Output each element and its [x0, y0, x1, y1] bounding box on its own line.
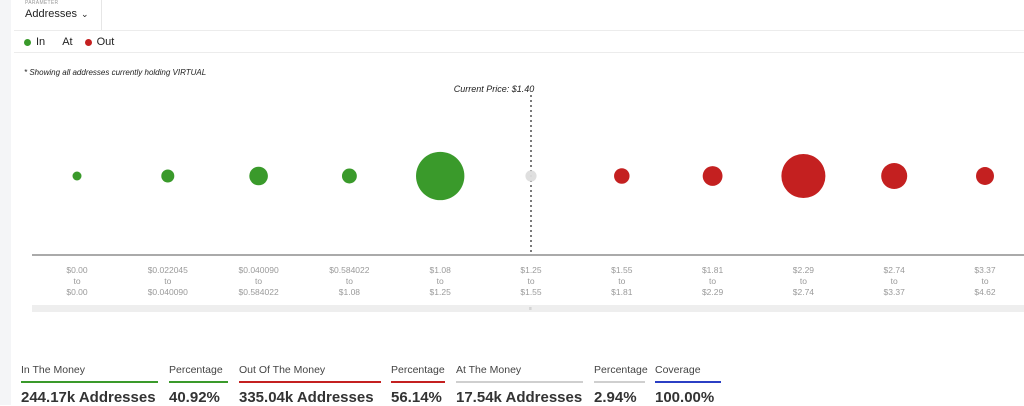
stat-in-the-money: In The Money 244.17k Addresses: [21, 364, 158, 406]
tick-label-to: $0.584022: [239, 287, 279, 297]
parameter-dropdown[interactable]: Addresses ⌄: [25, 8, 89, 20]
bubble-chart: Current Price: $1.40$0.00to$0.00$0.02204…: [32, 84, 1024, 297]
bubble-at: [525, 170, 537, 182]
stat-value: 244.17k Addresses: [21, 389, 156, 406]
legend-label-out: Out: [96, 36, 115, 48]
tick-label-to: $1.55: [520, 287, 542, 297]
tick-label-to: $2.74: [793, 287, 815, 297]
legend-label-in: In: [36, 36, 46, 48]
tick-label-to-word: to: [437, 276, 444, 286]
tick-label-to-word: to: [709, 276, 716, 286]
stat-underline: [239, 381, 381, 383]
stat-label: In The Money: [21, 364, 86, 376]
scroll-grip-icon[interactable]: ≡: [529, 306, 532, 312]
parameter-label: PARAMETER: [25, 0, 59, 6]
tick-label-from: $0.022045: [148, 265, 188, 275]
tick-label-to-word: to: [255, 276, 262, 286]
parameter-value: Addresses: [25, 8, 77, 20]
stat-underline: [21, 381, 158, 383]
stat-label: Percentage: [169, 364, 223, 376]
holding-note: * Showing all addresses currently holdin…: [24, 68, 207, 77]
bubble-out: [976, 167, 994, 185]
legend-dot-out: [84, 38, 92, 46]
stat-label: Percentage: [391, 364, 445, 376]
tick-label-to: $1.81: [611, 287, 633, 297]
tick-label-to-word: to: [346, 276, 353, 286]
tick-label-from: $0.584022: [329, 265, 369, 275]
chevron-down-icon[interactable]: ⌄: [80, 9, 89, 19]
tick-label-from: $0.040090: [239, 265, 279, 275]
tick-label-to: $4.62: [974, 287, 996, 297]
stat-value: 56.14%: [391, 389, 442, 406]
current-price-label: Current Price: $1.40: [454, 84, 535, 94]
tick-label-to-word: to: [800, 276, 807, 286]
stat-value: 100.00%: [655, 389, 715, 406]
tick-label-to-word: to: [618, 276, 625, 286]
stat-underline: [169, 381, 228, 383]
tick-label-from: $1.81: [702, 265, 724, 275]
stat-at-percentage: Percentage 2.94%: [594, 364, 648, 406]
tick-label-to: $0.040090: [148, 287, 188, 297]
legend-dot-in: [24, 38, 31, 46]
stat-label: Out Of The Money: [239, 364, 326, 376]
bubble-in: [161, 169, 175, 183]
stat-coverage: Coverage 100.00%: [655, 364, 721, 406]
tick-label-from: $2.29: [793, 265, 815, 275]
tick-label-to: $3.37: [884, 287, 906, 297]
tick-label-from: $0.00: [66, 265, 88, 275]
tick-label-to-word: to: [981, 276, 988, 286]
stat-label: Percentage: [594, 364, 648, 376]
tick-label-to-word: to: [164, 276, 171, 286]
legend: In At Out: [24, 36, 114, 48]
summary-stats: In The Money 244.17k Addresses Percentag…: [0, 364, 1024, 406]
legend-item-out[interactable]: Out: [84, 36, 115, 48]
bubble-out: [781, 153, 826, 199]
tick-label-to: $0.00: [66, 287, 88, 297]
bubble-out: [881, 162, 908, 190]
bubble-in: [72, 171, 82, 181]
divider: [14, 30, 1024, 31]
divider: [14, 52, 1024, 53]
stat-value: 2.94%: [594, 389, 637, 406]
stat-underline: [456, 381, 583, 383]
tick-label-to: $1.25: [430, 287, 452, 297]
tick-label-to-word: to: [527, 276, 534, 286]
tick-label-from: $1.08: [430, 265, 452, 275]
stat-in-percentage: Percentage 40.92%: [169, 364, 228, 406]
stat-value: 335.04k Addresses: [239, 389, 374, 406]
bubble-in: [416, 151, 465, 201]
stat-underline: [655, 381, 721, 383]
tick-label-from: $2.74: [884, 265, 906, 275]
tick-label-to-word: to: [891, 276, 898, 286]
stat-underline: [594, 381, 645, 383]
tick-label-from: $3.37: [974, 265, 996, 275]
tick-label-to-word: to: [73, 276, 80, 286]
stat-out-of-the-money: Out Of The Money 335.04k Addresses: [239, 364, 381, 406]
stat-value: 17.54k Addresses: [456, 389, 583, 406]
legend-item-at[interactable]: At: [57, 36, 72, 48]
stat-label: At The Money: [456, 364, 522, 376]
tick-label-to: $1.08: [339, 287, 361, 297]
legend-item-in[interactable]: In: [24, 36, 45, 48]
bubble-in: [341, 168, 357, 184]
tick-label-from: $1.25: [520, 265, 542, 275]
parameter-selector[interactable]: PARAMETER Addresses ⌄: [14, 0, 102, 30]
tick-label-from: $1.55: [611, 265, 633, 275]
stat-underline: [391, 381, 445, 383]
stat-out-percentage: Percentage 56.14%: [391, 364, 445, 406]
stat-label: Coverage: [655, 364, 701, 376]
bubble-in: [249, 166, 268, 186]
left-rail: [0, 0, 11, 405]
stat-at-the-money: At The Money 17.54k Addresses: [456, 364, 583, 406]
bubble-out: [702, 166, 723, 186]
legend-label-at: At: [62, 36, 73, 48]
stat-value: 40.92%: [169, 389, 220, 406]
tick-label-to: $2.29: [702, 287, 724, 297]
chart-scrollbar[interactable]: [32, 305, 1024, 312]
bubble-out: [614, 168, 630, 184]
